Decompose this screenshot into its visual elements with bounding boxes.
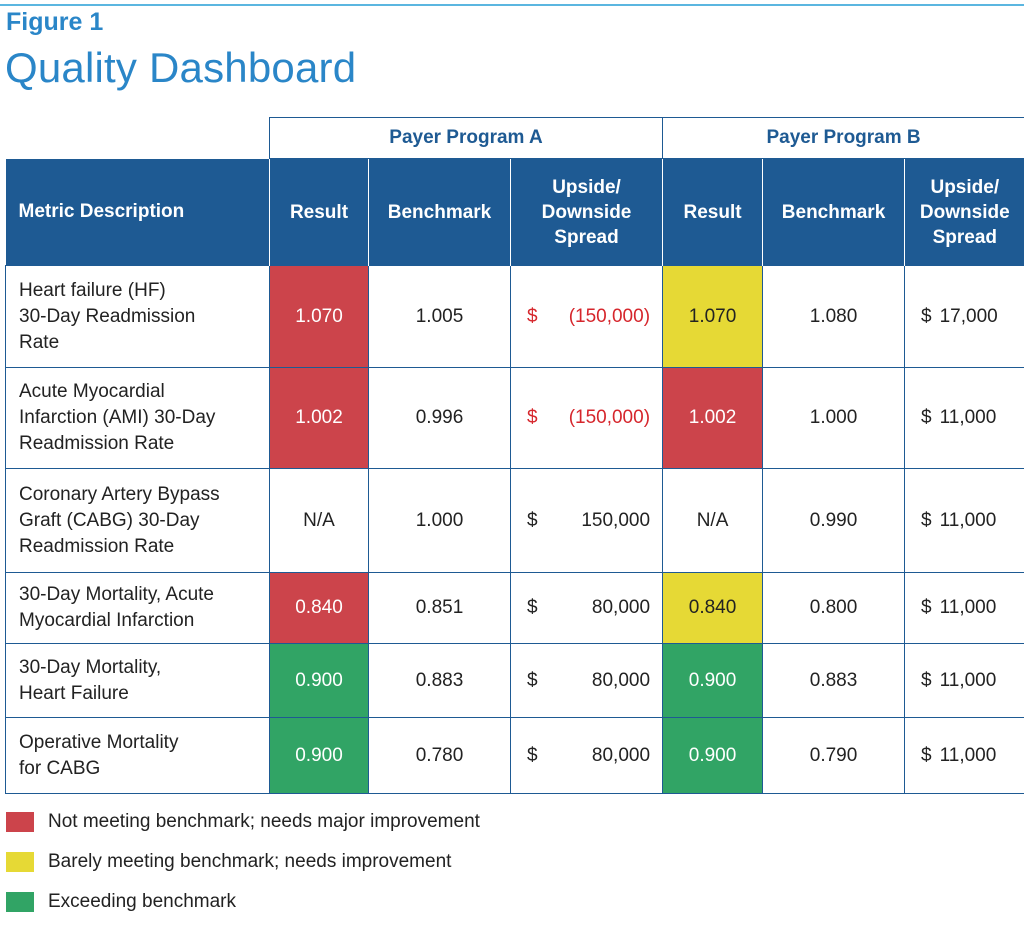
spread-cell-b: $17,000 xyxy=(905,266,1024,368)
spread-header-line: Spread xyxy=(554,227,618,248)
program-header-row: Payer Program A Payer Program B xyxy=(6,118,1024,159)
result-header-b: Result xyxy=(663,159,763,266)
result-cell-a: 0.900 xyxy=(270,718,369,794)
legend-item: Barely meeting benchmark; needs improvem… xyxy=(6,852,480,872)
blank-cell xyxy=(6,118,270,159)
program-b-header: Payer Program B xyxy=(663,118,1024,159)
legend-label: Exceeding benchmark xyxy=(48,891,236,913)
benchmark-cell-b: 1.000 xyxy=(763,368,905,469)
page-title: Quality Dashboard xyxy=(5,44,356,92)
table-row: 30-Day Mortality,Heart Failure 0.900 0.8… xyxy=(6,644,1024,718)
result-cell-a: 1.002 xyxy=(270,368,369,469)
benchmark-cell-b: 1.080 xyxy=(763,266,905,368)
spread-cell-a: $(150,000) xyxy=(511,368,663,469)
result-cell-b: N/A xyxy=(663,469,763,573)
spread-cell-b: $11,000 xyxy=(905,644,1024,718)
result-cell-a: 0.840 xyxy=(270,573,369,644)
benchmark-header-b: Benchmark xyxy=(763,159,905,266)
benchmark-cell-a: 0.851 xyxy=(369,573,511,644)
spread-header-line: Spread xyxy=(933,227,997,248)
metric-description-header: Metric Description xyxy=(6,159,270,266)
result-cell-a: 0.900 xyxy=(270,644,369,718)
green-swatch xyxy=(6,892,34,912)
result-cell-b: 1.002 xyxy=(663,368,763,469)
benchmark-cell-b: 0.800 xyxy=(763,573,905,644)
program-a-header: Payer Program A xyxy=(270,118,663,159)
result-cell-b: 1.070 xyxy=(663,266,763,368)
legend-item: Exceeding benchmark xyxy=(6,892,480,912)
spread-cell-a: $80,000 xyxy=(511,644,663,718)
spread-cell-b: $11,000 xyxy=(905,718,1024,794)
top-rule xyxy=(0,4,1024,6)
legend-item: Not meeting benchmark; needs major impro… xyxy=(6,812,480,832)
column-header-row: Metric Description Result Benchmark Upsi… xyxy=(6,159,1024,266)
spread-header-line: Downside xyxy=(542,202,632,223)
result-cell-b: 0.900 xyxy=(663,644,763,718)
result-cell-b: 0.840 xyxy=(663,573,763,644)
yellow-swatch xyxy=(6,852,34,872)
figure-label: Figure 1 xyxy=(6,8,103,37)
spread-cell-a: $150,000 xyxy=(511,469,663,573)
spread-cell-a: $(150,000) xyxy=(511,266,663,368)
spread-cell-b: $11,000 xyxy=(905,573,1024,644)
benchmark-cell-a: 0.780 xyxy=(369,718,511,794)
benchmark-cell-b: 0.790 xyxy=(763,718,905,794)
result-cell-a: 1.070 xyxy=(270,266,369,368)
spread-cell-b: $11,000 xyxy=(905,368,1024,469)
red-swatch xyxy=(6,812,34,832)
spread-header-line: Downside xyxy=(920,202,1010,223)
spread-cell-b: $11,000 xyxy=(905,469,1024,573)
metric-description: 30-Day Mortality,Heart Failure xyxy=(6,644,270,718)
legend-label: Not meeting benchmark; needs major impro… xyxy=(48,811,480,833)
benchmark-header-a: Benchmark xyxy=(369,159,511,266)
benchmark-cell-a: 0.996 xyxy=(369,368,511,469)
benchmark-cell-b: 0.883 xyxy=(763,644,905,718)
result-header-a: Result xyxy=(270,159,369,266)
benchmark-cell-b: 0.990 xyxy=(763,469,905,573)
result-cell-b: 0.900 xyxy=(663,718,763,794)
spread-header-b: Upside/ Downside Spread xyxy=(905,159,1024,266)
spread-header-line: Upside/ xyxy=(930,177,999,198)
spread-header-a: Upside/ Downside Spread xyxy=(511,159,663,266)
spread-header-line: Upside/ xyxy=(552,177,621,198)
spread-cell-a: $80,000 xyxy=(511,573,663,644)
quality-dashboard-table: Payer Program A Payer Program B Metric D… xyxy=(5,117,1024,794)
benchmark-cell-a: 1.000 xyxy=(369,469,511,573)
legend-label: Barely meeting benchmark; needs improvem… xyxy=(48,851,451,873)
result-cell-a: N/A xyxy=(270,469,369,573)
benchmark-cell-a: 0.883 xyxy=(369,644,511,718)
spread-cell-a: $80,000 xyxy=(511,718,663,794)
legend: Not meeting benchmark; needs major impro… xyxy=(6,812,480,932)
benchmark-cell-a: 1.005 xyxy=(369,266,511,368)
